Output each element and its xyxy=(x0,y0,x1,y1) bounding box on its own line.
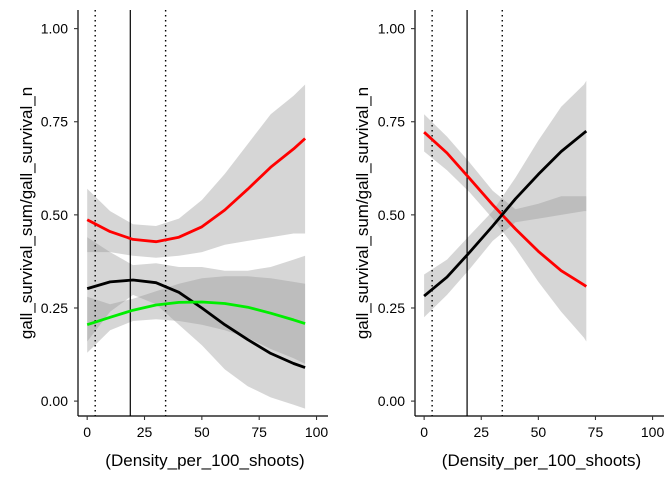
x-tick-label: 50 xyxy=(531,424,547,440)
y-tick-label: 0.75 xyxy=(378,114,405,130)
confidence-band-red xyxy=(87,84,306,258)
series-line-black xyxy=(86,278,306,369)
x-tick-label: 100 xyxy=(305,424,329,440)
x-tick-label: 0 xyxy=(83,424,91,440)
x-axis-title: (Density_per_100_shoots) xyxy=(105,451,304,470)
x-axis-title: (Density_per_100_shoots) xyxy=(442,451,641,470)
right-panel: 0.00 0.25 0.50 0.75 1.00 0 25 50 75 100(Density_p… xyxy=(353,10,664,470)
x-tick-label: 25 xyxy=(473,424,489,440)
y-tick-label: 0.75 xyxy=(41,114,68,130)
y-tick-label: 0.25 xyxy=(41,300,68,316)
x-tick-label: 0 xyxy=(420,424,428,440)
y-axis-title: gall_survival_sum/gall_survival_n xyxy=(17,87,36,339)
y-tick-label: 0.00 xyxy=(41,393,68,409)
left-panel: 0.00 0.25 0.50 0.75 1.00 0 25 50 75 100(Density_p… xyxy=(17,10,328,470)
y-tick-label: 1.00 xyxy=(41,21,68,37)
x-tick-label: 75 xyxy=(588,424,604,440)
series-line-red xyxy=(86,137,307,244)
series-line-black xyxy=(423,129,588,298)
y-tick-label: 0.00 xyxy=(378,393,405,409)
x-tick-label: 75 xyxy=(251,424,267,440)
x-tick-label: 25 xyxy=(137,424,153,440)
y-tick-label: 0.50 xyxy=(378,207,405,223)
y-tick-label: 0.25 xyxy=(378,300,405,316)
confidence-band-green xyxy=(87,276,306,364)
y-tick-label: 1.00 xyxy=(378,21,405,37)
y-tick-label: 0.50 xyxy=(41,207,68,223)
x-tick-label: 100 xyxy=(641,424,665,440)
series-line-green xyxy=(86,300,306,327)
series-line-red xyxy=(423,131,588,288)
x-tick-label: 50 xyxy=(194,424,210,440)
y-axis-title: gall_survival_sum/gall_survival_n xyxy=(353,87,372,339)
